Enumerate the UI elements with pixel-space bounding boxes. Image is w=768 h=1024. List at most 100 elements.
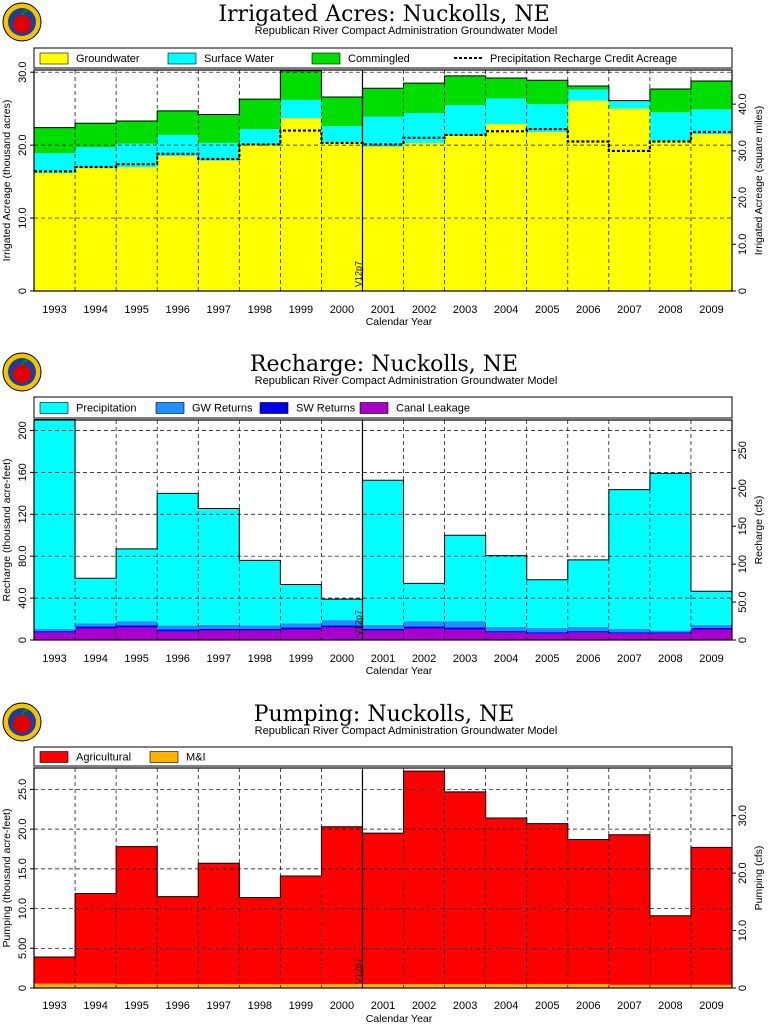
- bar-segment: [321, 126, 363, 143]
- y2-tick-label: 100: [737, 555, 749, 573]
- x-tick-label: 2003: [453, 304, 477, 316]
- y-tick-label: 120: [17, 505, 29, 523]
- bar-segment: [649, 630, 692, 633]
- x-tick-label: 2002: [412, 653, 436, 665]
- bar-segment: [34, 172, 76, 291]
- y-tick-label: 0: [17, 637, 29, 643]
- x-tick-label: 2007: [617, 1000, 641, 1012]
- x-tick-label: 2008: [658, 1000, 682, 1012]
- irrigated-acres-chart: Groundwater Surface Water Commingled Precip…: [1, 47, 765, 328]
- bar-segment: [403, 626, 446, 629]
- legend-swatch: [155, 402, 185, 414]
- bar-segment: [485, 631, 528, 633]
- legend-label: Groundwater: [76, 53, 140, 65]
- bar-segment: [198, 508, 240, 625]
- x-tick-label: 1998: [248, 304, 272, 316]
- version-marker-label: V12p7: [353, 610, 363, 636]
- x-tick-label: 2005: [535, 653, 559, 665]
- bar-segment: [116, 121, 158, 144]
- x-tick-label: 2004: [494, 304, 518, 316]
- bar-segment: [239, 984, 281, 988]
- y-tick-label: 20.0: [17, 818, 29, 839]
- bar-segment: [239, 625, 281, 629]
- chart-title: Recharge: Nuckolls, NE: [249, 352, 519, 377]
- bar-segment: [690, 984, 733, 988]
- y2-tick-label: 30.0: [737, 805, 749, 826]
- bar-segment: [34, 983, 76, 988]
- y-tick-label: 10.0: [17, 207, 29, 228]
- bar-segment: [567, 86, 610, 90]
- bar-segment: [526, 823, 569, 985]
- bar-segment: [75, 578, 117, 624]
- bar-segment: [485, 632, 528, 640]
- chart-title: Irrigated Acres: Nuckolls, NE: [218, 2, 550, 27]
- bar-segment: [157, 625, 199, 630]
- version-marker-label: V12p7: [353, 958, 363, 984]
- bar-segment: [608, 632, 651, 634]
- bar-segment: [567, 839, 610, 985]
- y-tick-label: 200: [17, 421, 29, 439]
- bar-segment: [567, 100, 610, 291]
- bar-segment: [280, 118, 322, 291]
- bar-segment: [403, 628, 446, 640]
- bar-segment: [75, 167, 117, 291]
- y-tick-label: 25.0: [17, 779, 29, 800]
- bar-segment: [157, 493, 199, 626]
- y2-tick-label: 20.0: [737, 187, 749, 208]
- x-tick-label: 1997: [207, 653, 231, 665]
- bar-segment: [116, 984, 158, 988]
- bar-segment: [567, 632, 610, 640]
- bar-segment: [239, 560, 281, 626]
- legend-label: Precipitation Recharge Credit Acreage: [490, 53, 677, 65]
- bar-segment: [198, 624, 240, 629]
- bar-segment: [280, 70, 322, 100]
- x-tick-label: 1998: [248, 1000, 272, 1012]
- legend-label: Agricultural: [76, 752, 131, 764]
- bar-segment: [116, 548, 158, 622]
- bar-segment: [198, 160, 240, 291]
- legend-swatch: [39, 751, 69, 763]
- bar-segment: [649, 984, 692, 988]
- x-axis-label: Calendar Year: [366, 1013, 433, 1024]
- recharge-credit-line: [34, 127, 732, 173]
- legend-swatch: [39, 52, 69, 65]
- bar-segment: [157, 896, 199, 985]
- x-tick-label: 2001: [371, 304, 395, 316]
- y-tick-label: 40.0: [17, 587, 29, 608]
- version-marker-label: V12p7: [353, 261, 363, 287]
- bar-segment: [485, 98, 528, 124]
- bar-segment: [280, 984, 322, 988]
- bar-segment: [526, 579, 569, 628]
- y2-tick-label: 0: [737, 288, 749, 294]
- x-tick-label: 1997: [207, 1000, 231, 1012]
- bar-segment: [649, 915, 692, 985]
- bar-segment: [280, 584, 322, 624]
- bar-segment: [690, 624, 733, 628]
- bar-segment: [362, 630, 405, 640]
- bar-segment: [526, 80, 569, 105]
- x-tick-label: 2003: [453, 1000, 477, 1012]
- y2-tick-label: 10.0: [737, 920, 749, 941]
- legend-swatch: [39, 402, 69, 414]
- y-tick-label: 0: [17, 985, 29, 991]
- x-tick-label: 1995: [124, 1000, 148, 1012]
- chart-title: Pumping: Nuckolls, NE: [253, 702, 515, 727]
- bar-segment: [116, 143, 158, 168]
- bar-segment: [444, 791, 487, 985]
- x-tick-label: 1996: [165, 653, 189, 665]
- bar-segment: [526, 633, 569, 640]
- y2-axis-label: Recharge (cfs): [753, 496, 765, 565]
- x-tick-label: 2008: [658, 653, 682, 665]
- bar-segment: [75, 623, 117, 627]
- bar-segment: [321, 627, 363, 640]
- bar-segment: [690, 80, 733, 110]
- bar-segment: [690, 591, 733, 625]
- y-tick-label: 80.0: [17, 545, 29, 566]
- x-tick-label: 2006: [576, 304, 600, 316]
- bar-segment: [403, 583, 446, 622]
- bar-segment: [280, 627, 322, 630]
- bar-segment: [444, 629, 487, 640]
- x-tick-label: 2001: [371, 1000, 395, 1012]
- x-tick-label: 1993: [42, 653, 66, 665]
- bar-segment: [690, 134, 733, 291]
